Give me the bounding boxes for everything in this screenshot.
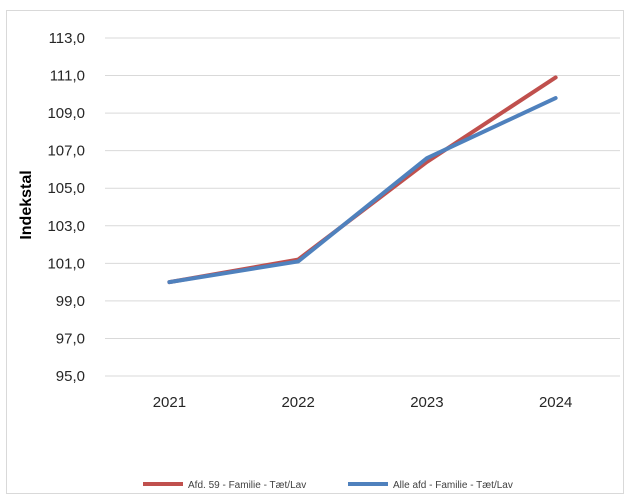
y-tick-label: 99,0 xyxy=(56,293,85,310)
y-tick-label: 109,0 xyxy=(47,105,85,122)
chart-area xyxy=(6,10,624,494)
y-tick-label: 113,0 xyxy=(49,30,85,47)
legend-label-1: Afd. 59 - Familie - Tæt/Lav xyxy=(188,480,306,491)
y-tick-label: 107,0 xyxy=(47,143,85,160)
series-line-2 xyxy=(167,96,558,285)
y-tick-label: 95,0 xyxy=(56,368,85,385)
x-tick-label: 2021 xyxy=(153,394,186,411)
x-tick-label: 2022 xyxy=(281,394,314,411)
y-tick-label: 97,0 xyxy=(56,330,85,347)
series-line-1 xyxy=(167,75,558,285)
legend-label-2: Alle afd - Familie - Tæt/Lav xyxy=(393,480,513,491)
gridlines xyxy=(105,37,620,377)
x-axis-ticks: 2021 2022 2023 2024 xyxy=(153,394,573,411)
series-lines xyxy=(167,75,558,285)
y-tick-label: 103,0 xyxy=(47,218,85,235)
y-axis-ticks: 95,0 97,0 99,0 101,0 103,0 105,0 107,0 109,0 111… xyxy=(47,30,85,385)
y-tick-label: 111,0 xyxy=(50,68,85,85)
x-tick-label: 2024 xyxy=(539,394,572,411)
x-tick-label: 2023 xyxy=(410,394,443,411)
y-tick-label: 105,0 xyxy=(47,180,85,197)
y-axis-label: Indekstal xyxy=(18,170,35,239)
legend: Afd. 59 - Familie - Tæt/Lav Alle afd - Fa… xyxy=(143,480,513,491)
y-tick-label: 101,0 xyxy=(47,255,85,272)
